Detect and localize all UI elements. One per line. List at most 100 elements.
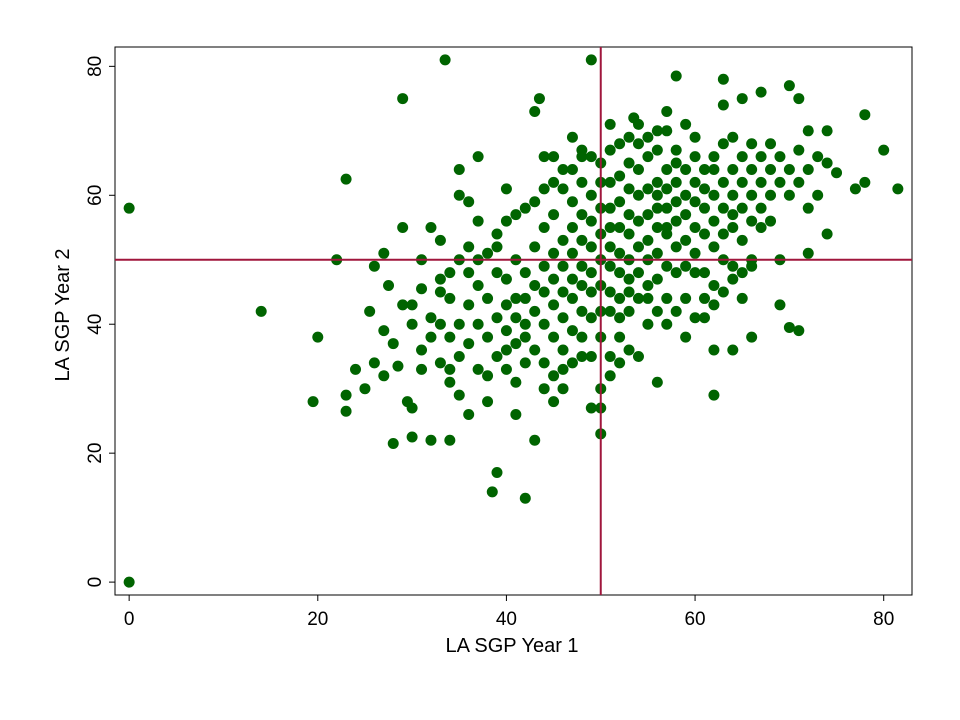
data-point <box>482 247 494 259</box>
data-point <box>378 247 390 259</box>
data-point <box>651 247 663 259</box>
data-point <box>651 125 663 137</box>
data-point <box>557 260 569 272</box>
data-point <box>623 305 635 317</box>
data-point <box>510 209 522 221</box>
data-point <box>491 312 503 324</box>
data-point <box>736 234 748 246</box>
y-tick-label: 80 <box>85 56 106 77</box>
data-point <box>746 215 758 227</box>
data-point <box>425 312 437 324</box>
data-point <box>708 280 720 292</box>
data-point <box>482 370 494 382</box>
data-point <box>576 260 588 272</box>
data-point <box>661 105 673 117</box>
data-point <box>406 318 418 330</box>
data-point <box>802 247 814 259</box>
data-point <box>680 234 692 246</box>
data-point <box>689 131 701 143</box>
data-point <box>698 312 710 324</box>
data-point <box>538 383 550 395</box>
data-point <box>500 215 512 227</box>
data-point <box>661 260 673 272</box>
data-point <box>614 331 626 343</box>
data-point <box>642 183 654 195</box>
data-point <box>765 189 777 201</box>
data-point <box>670 215 682 227</box>
data-point <box>802 125 814 137</box>
data-point <box>604 305 616 317</box>
data-point <box>727 260 739 272</box>
data-point <box>576 280 588 292</box>
data-point <box>444 363 456 375</box>
data-point <box>661 318 673 330</box>
data-point <box>651 176 663 188</box>
data-point <box>472 363 484 375</box>
data-point <box>566 292 578 304</box>
data-point <box>765 138 777 150</box>
data-point <box>548 370 560 382</box>
data-point <box>538 318 550 330</box>
data-point <box>614 196 626 208</box>
data-point <box>312 331 324 343</box>
data-point <box>698 292 710 304</box>
data-point <box>736 202 748 214</box>
data-point <box>585 215 597 227</box>
data-point <box>538 183 550 195</box>
data-point <box>680 260 692 272</box>
data-point <box>698 163 710 175</box>
data-point <box>340 173 352 185</box>
data-point <box>670 305 682 317</box>
data-point <box>519 318 531 330</box>
data-point <box>510 408 522 420</box>
data-point <box>392 360 404 372</box>
data-point <box>614 267 626 279</box>
data-point <box>614 222 626 234</box>
data-point <box>510 376 522 388</box>
data-point <box>802 202 814 214</box>
data-point <box>604 241 616 253</box>
x-tick-label: 80 <box>873 609 894 630</box>
data-point <box>746 331 758 343</box>
data-point <box>434 357 446 369</box>
data-point <box>416 363 428 375</box>
data-point <box>439 54 451 66</box>
data-point <box>576 331 588 343</box>
data-point <box>892 183 904 195</box>
data-point <box>519 492 531 504</box>
data-point <box>623 344 635 356</box>
data-point <box>434 273 446 285</box>
data-point <box>529 241 541 253</box>
data-point <box>463 196 475 208</box>
data-point <box>604 202 616 214</box>
data-point <box>463 267 475 279</box>
data-point <box>576 209 588 221</box>
data-point <box>557 286 569 298</box>
data-point <box>472 280 484 292</box>
data-point <box>689 247 701 259</box>
data-point <box>453 189 465 201</box>
data-point <box>661 163 673 175</box>
data-point <box>736 176 748 188</box>
data-point <box>604 176 616 188</box>
data-point <box>406 431 418 443</box>
data-point <box>576 176 588 188</box>
data-point <box>651 305 663 317</box>
data-point <box>557 312 569 324</box>
data-point <box>698 267 710 279</box>
data-point <box>689 176 701 188</box>
data-point <box>604 118 616 130</box>
data-point <box>519 292 531 304</box>
data-point <box>123 202 135 214</box>
data-point <box>123 576 135 588</box>
data-point <box>670 70 682 82</box>
data-point <box>642 280 654 292</box>
data-point <box>486 486 498 498</box>
data-point <box>529 280 541 292</box>
data-point <box>340 405 352 417</box>
data-point <box>585 241 597 253</box>
data-point <box>491 350 503 362</box>
data-point <box>623 131 635 143</box>
data-point <box>727 209 739 221</box>
